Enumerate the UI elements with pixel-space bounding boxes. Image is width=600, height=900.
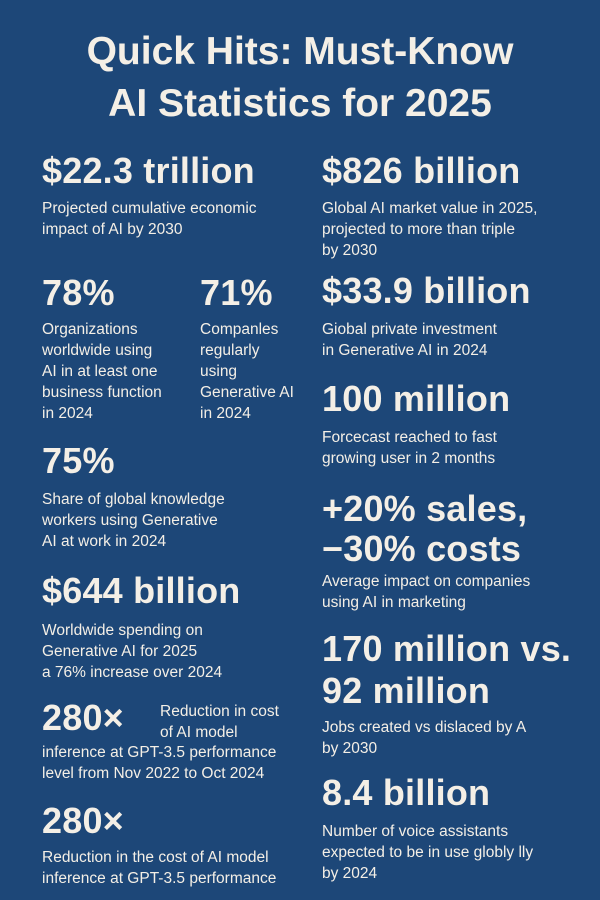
stat-value: 170 million vs. xyxy=(322,628,572,669)
stat-value: −30% costs xyxy=(322,528,522,569)
stat-description: Share of global knowledge xyxy=(42,491,225,508)
stat-value: 280× xyxy=(42,697,124,738)
stat-description: Jobs created vs dislaced by A xyxy=(322,719,527,736)
stat-description: Projected cumulative economic xyxy=(42,200,257,217)
stat-value: 75% xyxy=(42,440,115,481)
stat-description: growing user in 2 months xyxy=(322,450,496,467)
stat-description: expected to be in use globly lly xyxy=(322,844,534,861)
stat-description: Generative AI xyxy=(200,384,294,401)
stat-value: $33.9 billion xyxy=(322,270,531,311)
stat-description: worldwide using xyxy=(42,342,153,359)
stat-value: 280× xyxy=(42,800,124,841)
stat-value: 100 million xyxy=(322,378,511,419)
stat-description: Forcecast reached to fast xyxy=(322,429,497,446)
stat-description: AI in at least one xyxy=(42,363,158,380)
stat-value: $826 billion xyxy=(322,150,521,191)
stat-description: Average impact on companies xyxy=(322,573,531,590)
stat-description: using AI in marketing xyxy=(322,594,466,611)
stat-description: by 2030 xyxy=(322,242,378,259)
stat-value: 78% xyxy=(42,272,115,313)
stat-description: AI at work in 2024 xyxy=(42,533,167,550)
title: Quick Hits: Must-Know xyxy=(86,30,514,73)
stat-description: in 2024 xyxy=(200,405,251,422)
stat-description: Number of voice assistants xyxy=(322,823,509,840)
stat-description: Generative AI for 2025 xyxy=(42,643,198,660)
stat-description: Organizations xyxy=(42,321,138,338)
title: AI Statistics for 2025 xyxy=(108,82,492,125)
stat-description: Reduction in the cost of AI model xyxy=(42,849,269,866)
stat-description: by 2024 xyxy=(322,865,378,882)
stat-value: $644 billion xyxy=(42,570,241,611)
stat-description: Reduction in cost xyxy=(160,703,279,720)
stat-value: 8.4 billion xyxy=(322,772,491,813)
stat-description: regularly xyxy=(200,342,260,359)
stat-description: Giobal private investment xyxy=(322,321,497,338)
stat-description: using xyxy=(200,363,238,380)
stat-description: inference at GPT-3.5 performance xyxy=(42,870,277,887)
stat-description: projected to more than triple xyxy=(322,221,515,238)
stat-description: a 76% increase over 2024 xyxy=(42,664,223,681)
stat-description: business function xyxy=(42,384,162,401)
stat-description: of AI model xyxy=(160,724,238,741)
stat-description: by 2030 xyxy=(322,740,378,757)
stat-description: Worldwide spending on xyxy=(42,622,203,639)
stat-value: $22.3 trillion xyxy=(42,150,255,191)
stat-value: 92 million xyxy=(322,670,491,711)
stat-description: in 2024 xyxy=(42,405,93,422)
stat-description: workers using Generative xyxy=(42,512,218,529)
stat-description: inference at GPT-3.5 performance xyxy=(42,744,277,761)
stat-description: impact of AI by 2030 xyxy=(42,221,183,238)
stat-value: 71% xyxy=(200,272,273,313)
stat-description: in Generative AI in 2024 xyxy=(322,342,488,359)
stat-value: +20% sales, xyxy=(322,488,528,529)
stat-description: Companles xyxy=(200,321,279,338)
stat-description: Global AI market value in 2025, xyxy=(322,200,538,217)
stat-description: level from Nov 2022 to Oct 2024 xyxy=(42,765,265,782)
